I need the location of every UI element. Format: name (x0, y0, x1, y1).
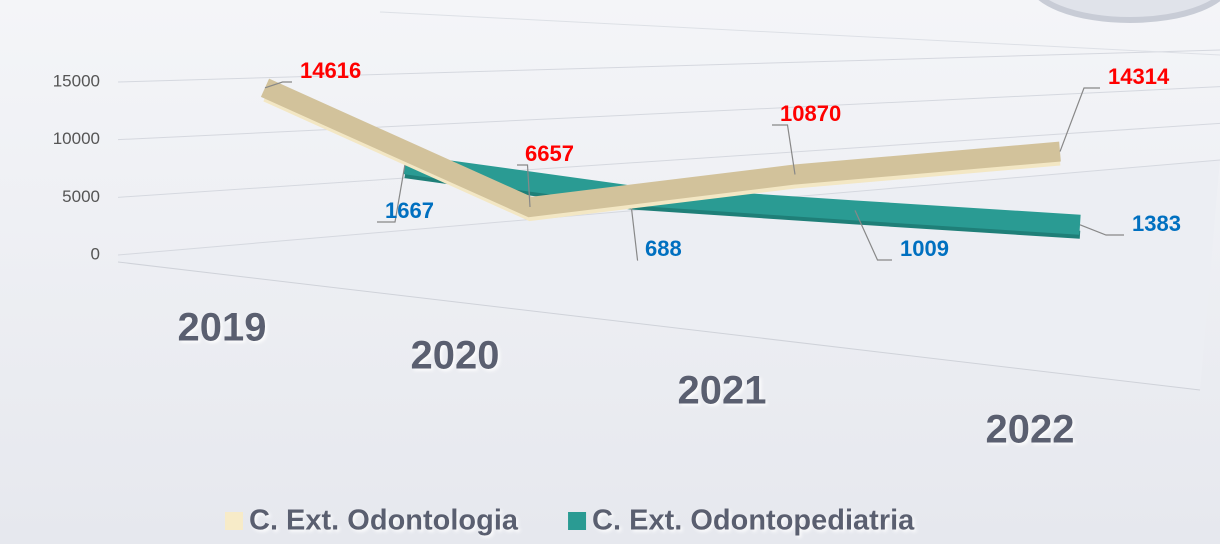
leader-line (264, 81, 292, 89)
x-axis (117, 261, 1201, 391)
x-tick-label: 2020 (411, 334, 500, 378)
y-tick-label: 0 (91, 244, 100, 263)
legend-swatch (568, 512, 587, 530)
y-tick-label: 10000 (53, 129, 100, 148)
data-label: 10870 (780, 101, 841, 126)
leader-line (629, 195, 639, 261)
leader-line (1079, 224, 1124, 236)
legend-label: C. Ext. Odontologia (249, 505, 519, 537)
data-label: 14616 (300, 58, 361, 83)
x-tick-label: 2022 (986, 408, 1075, 452)
series-line (260, 78, 1061, 218)
data-label: 1383 (1132, 211, 1181, 236)
grid-line-back (379, 11, 1220, 56)
leader-line (854, 210, 892, 261)
x-tick-label: 2019 (178, 306, 267, 350)
data-label: 6657 (525, 141, 574, 166)
grid-line (117, 122, 1220, 198)
x-tick-label: 2021 (678, 369, 767, 413)
grid-line (117, 49, 1220, 83)
data-label: 688 (645, 236, 682, 261)
grid-line (117, 86, 1220, 141)
legend-label: C. Ext. Odontopediatria (592, 505, 915, 537)
leader-line (377, 164, 406, 223)
leader-line (517, 164, 531, 208)
decor (1038, 0, 1220, 23)
y-tick-label: 5000 (62, 187, 100, 206)
leader-line (772, 124, 796, 175)
data-label: 14314 (1108, 64, 1170, 89)
series-line (403, 154, 1081, 235)
data-label: 1009 (900, 236, 949, 261)
legend-swatch (225, 512, 243, 530)
data-label: 1667 (385, 198, 434, 223)
leader-line (1059, 87, 1100, 152)
y-tick-label: 15000 (53, 71, 100, 90)
